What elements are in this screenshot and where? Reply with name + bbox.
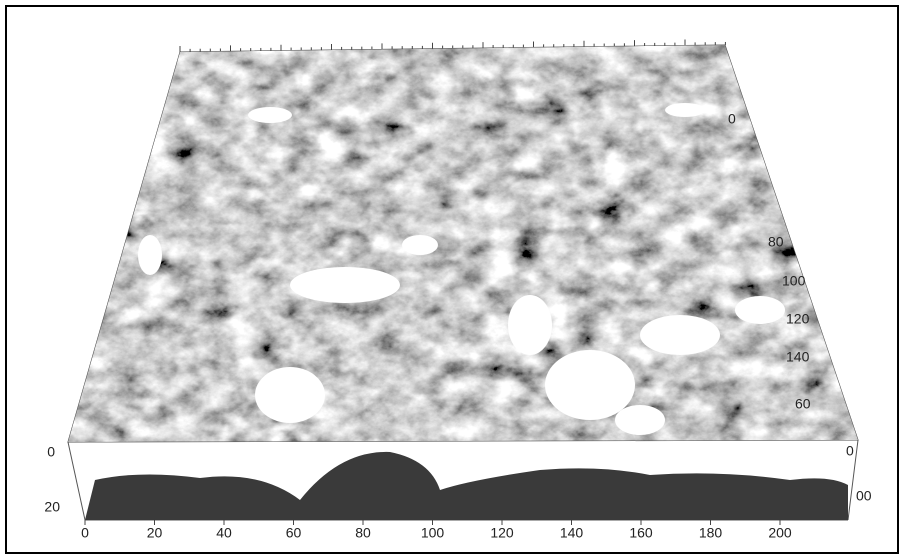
tick-marks xyxy=(84,39,781,525)
x-label: 60 xyxy=(286,525,302,541)
x-label: 120 xyxy=(490,525,514,541)
x-label: 80 xyxy=(355,525,371,541)
y-label: 140 xyxy=(786,349,810,365)
x-label: 100 xyxy=(421,525,445,541)
y-label: 60 xyxy=(795,396,811,412)
y-label: 120 xyxy=(786,311,810,327)
x-label: 160 xyxy=(629,525,653,541)
x-label: 40 xyxy=(216,525,232,541)
biofilm-front xyxy=(85,451,848,520)
y-label: 0 xyxy=(846,443,854,459)
x-label: 200 xyxy=(768,525,792,541)
y-label: 80 xyxy=(768,234,784,250)
x-label: 20 xyxy=(147,525,163,541)
y-label: 00 xyxy=(856,488,872,504)
y-label: 0 xyxy=(728,111,736,127)
biofilm-surface xyxy=(68,45,858,442)
x-label: 180 xyxy=(699,525,723,541)
z-label: 0 xyxy=(47,444,55,460)
z-label: 20 xyxy=(44,499,60,515)
x-label: 0 xyxy=(81,525,89,541)
x-label: 140 xyxy=(560,525,584,541)
y-label: 100 xyxy=(782,273,806,289)
